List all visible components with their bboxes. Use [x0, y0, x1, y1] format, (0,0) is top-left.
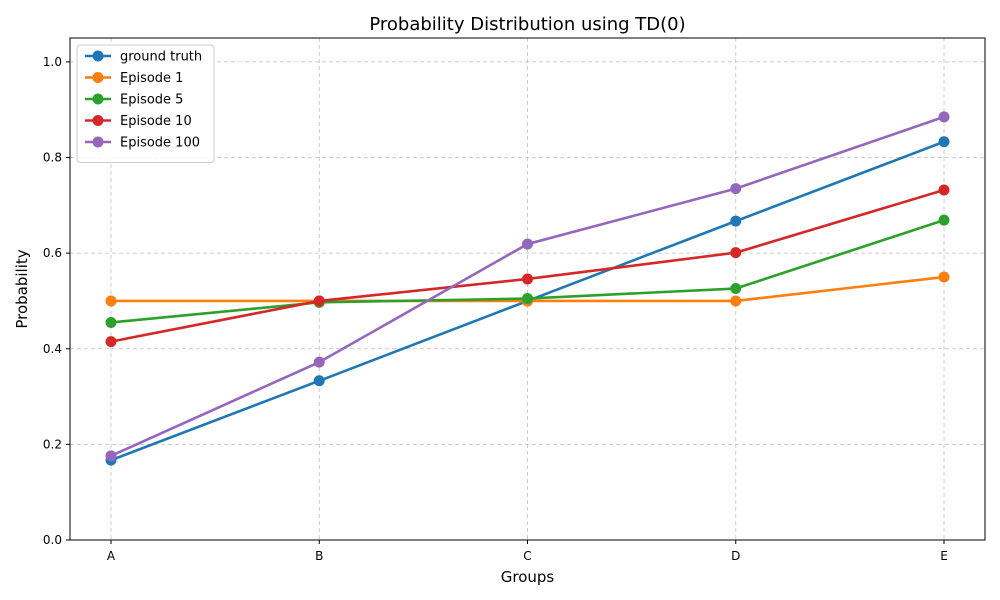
- data-point: [730, 247, 742, 259]
- x-axis-title: Groups: [501, 568, 555, 586]
- legend-label: Episode 5: [120, 93, 183, 108]
- x-tick-label: A: [107, 549, 116, 563]
- x-tick-label: D: [731, 549, 740, 563]
- y-tick-label: 0.0: [43, 533, 62, 547]
- data-point: [313, 295, 325, 307]
- legend-box: [76, 44, 215, 163]
- data-point: [522, 273, 533, 285]
- legend-marker: [92, 50, 104, 62]
- legend-marker: [92, 136, 104, 148]
- y-axis-ticks: 0.0 0.2 0.4 0.6 0.8 1.0: [43, 55, 70, 547]
- legend-entry: Episode 5: [85, 93, 183, 108]
- legend-marker: [92, 72, 104, 83]
- data-point: [105, 336, 117, 348]
- data-point: [938, 271, 950, 283]
- data-point: [313, 356, 325, 368]
- y-tick-label: 0.2: [43, 437, 62, 451]
- x-tick-label: C: [523, 549, 531, 563]
- x-tick-label: B: [315, 549, 323, 563]
- y-tick-label: 1.0: [43, 55, 62, 69]
- legend-entry: ground truth: [85, 50, 202, 65]
- series-group: [105, 111, 950, 462]
- legend-label: Episode 10: [120, 114, 192, 129]
- x-tick-label: E: [940, 549, 948, 563]
- data-point: [105, 450, 117, 462]
- chart-title: Probability Distribution using TD(0): [369, 14, 685, 35]
- legend-label: Episode 100: [120, 136, 200, 151]
- legend: ground truth Episode 1 Episode 5 Episode 10…: [76, 44, 215, 163]
- data-point: [105, 316, 117, 328]
- data-point: [938, 136, 950, 148]
- y-tick-label: 0.4: [43, 342, 62, 356]
- data-point: [522, 238, 533, 250]
- data-point: [938, 184, 950, 196]
- legend-entry: Episode 1: [85, 71, 183, 86]
- data-point: [522, 293, 533, 305]
- data-point: [938, 111, 950, 123]
- legend-entry: Episode 100: [85, 136, 200, 151]
- y-axis-title: Probability: [13, 249, 31, 328]
- y-tick-label: 0.6: [43, 246, 62, 260]
- y-tick-label: 0.8: [43, 151, 62, 165]
- data-point: [730, 183, 742, 195]
- legend-label: Episode 1: [120, 71, 183, 86]
- series-lines: [105, 111, 950, 466]
- data-point: [313, 375, 325, 387]
- data-point: [105, 295, 117, 307]
- legend-marker: [92, 93, 104, 105]
- legend-entry: Episode 10: [85, 114, 192, 129]
- data-point: [730, 215, 742, 227]
- data-point: [938, 214, 950, 226]
- x-axis-ticks: A B C D E: [107, 540, 948, 563]
- data-point: [730, 283, 742, 295]
- series-group: [105, 184, 950, 348]
- legend-marker: [92, 115, 104, 126]
- data-point: [730, 295, 742, 307]
- legend-label: ground truth: [120, 50, 202, 65]
